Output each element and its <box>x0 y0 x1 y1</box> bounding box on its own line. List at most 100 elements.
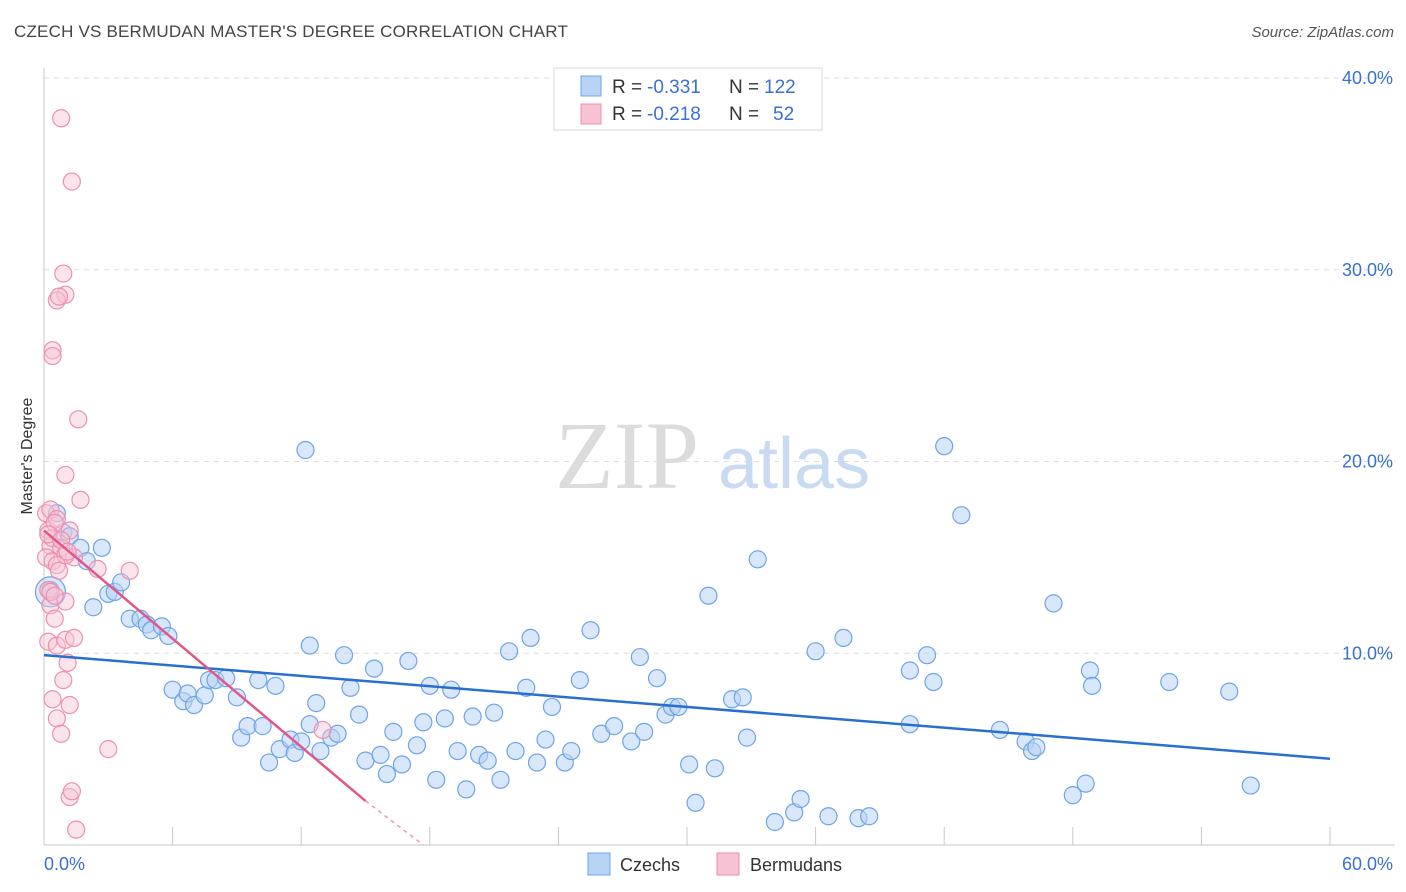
czech-point <box>686 793 705 812</box>
czech-point <box>935 437 954 456</box>
czech-point <box>300 636 319 655</box>
axes <box>43 68 1395 846</box>
czech-point <box>292 732 311 751</box>
czech-point <box>491 770 510 789</box>
czech-point <box>791 789 810 809</box>
czech-point <box>478 751 497 770</box>
czech-point <box>860 807 879 826</box>
czech-point <box>195 686 214 705</box>
czech-point <box>900 661 920 680</box>
czech-point <box>334 646 354 665</box>
bermudan-point <box>56 592 75 611</box>
bermudan-point <box>120 561 139 580</box>
bermudan-point <box>67 820 86 839</box>
czech-point <box>328 724 347 743</box>
bermudan-point <box>43 690 62 709</box>
legend-bermudans-swatch[interactable] <box>716 852 740 876</box>
legend-czech-swatch <box>580 75 602 97</box>
czech-point <box>647 669 667 688</box>
bermudan-point <box>69 410 88 429</box>
y-tick-label: 30.0% <box>1342 260 1393 280</box>
czech-point <box>1160 672 1179 692</box>
czech-point <box>341 678 360 697</box>
bermudan-point <box>45 586 64 605</box>
legend-bermudans-label[interactable]: Bermudans <box>750 855 842 875</box>
czech-point <box>1063 786 1082 805</box>
bermudan-point <box>43 346 62 366</box>
legend-czech-n-value: 122 <box>764 77 796 98</box>
trend-lines <box>43 529 1331 846</box>
czech-point <box>917 646 937 665</box>
czech-point <box>521 628 540 648</box>
y-tick-label: 10.0% <box>1342 643 1393 663</box>
czech-point <box>457 780 476 799</box>
czech-point <box>384 722 403 741</box>
legend-czechs-swatch[interactable] <box>587 852 611 876</box>
source-credit: Source: ZipAtlas.com <box>1251 24 1394 41</box>
bermudan-point <box>47 709 66 728</box>
czech-point <box>680 755 699 774</box>
series-legend: Czechs Bermudans <box>587 852 842 876</box>
czech-point <box>1082 676 1102 695</box>
bermudan-point <box>56 465 75 485</box>
czech-point <box>990 720 1010 740</box>
czech-point <box>371 745 390 764</box>
bermudan-point <box>52 109 71 128</box>
x-tick-label: 60.0% <box>1342 854 1393 874</box>
czech-point <box>311 741 330 761</box>
czech-point <box>407 736 427 755</box>
czech-point <box>1080 661 1100 680</box>
czech-point <box>605 717 624 736</box>
czech-point <box>819 807 838 826</box>
czech-point <box>307 694 326 713</box>
bermudan-trend-extension <box>365 800 424 846</box>
czech-point <box>737 728 757 747</box>
czech-point <box>1027 738 1046 757</box>
czech-point <box>506 741 525 761</box>
czech-point <box>1241 776 1260 795</box>
czech-point <box>952 506 971 525</box>
czech-point <box>517 678 536 697</box>
stats-legend: R = -0.331 N = 122 R = -0.218 N = 52 <box>553 67 823 131</box>
bermudan-point <box>52 531 71 550</box>
x-tick-label: 0.0% <box>44 854 85 874</box>
bermudan-point <box>64 628 84 648</box>
legend-bermudan-r-label: R = <box>612 104 642 125</box>
czech-point <box>581 621 600 640</box>
czech-point <box>349 705 369 724</box>
czech-point <box>435 709 454 728</box>
czech-point <box>765 812 784 832</box>
czech-point <box>562 741 581 761</box>
czech-point <box>259 753 279 772</box>
watermark: ZIP atlas <box>555 402 870 509</box>
czech-point <box>542 697 562 717</box>
bermudan-point <box>52 724 71 743</box>
gridlines <box>44 77 1395 654</box>
czech-point <box>705 759 724 778</box>
legend-czechs-label[interactable]: Czechs <box>620 855 680 875</box>
y-axis-title: Master's Degree <box>19 397 36 514</box>
czech-point <box>924 672 943 692</box>
czech-point <box>463 707 482 726</box>
czech-trend-line <box>43 653 1331 760</box>
czech-point <box>266 676 285 695</box>
czech-point <box>834 628 853 648</box>
czech-points <box>34 437 1260 832</box>
bermudan-point <box>62 782 81 801</box>
y-tick-label: 40.0% <box>1342 68 1393 88</box>
legend-czech-n-label: N = <box>729 77 759 98</box>
czech-point <box>399 651 418 671</box>
czech-point <box>748 550 767 569</box>
czech-point <box>536 730 555 749</box>
bermudan-point <box>41 500 60 519</box>
bermudan-point <box>313 720 332 740</box>
czech-point <box>1076 774 1095 793</box>
czech-point <box>699 586 718 605</box>
czech-point <box>527 753 547 772</box>
czech-point <box>253 717 272 736</box>
czech-point <box>296 440 315 460</box>
bermudan-point <box>49 561 69 580</box>
czech-point <box>630 647 649 667</box>
czech-point <box>570 670 589 690</box>
